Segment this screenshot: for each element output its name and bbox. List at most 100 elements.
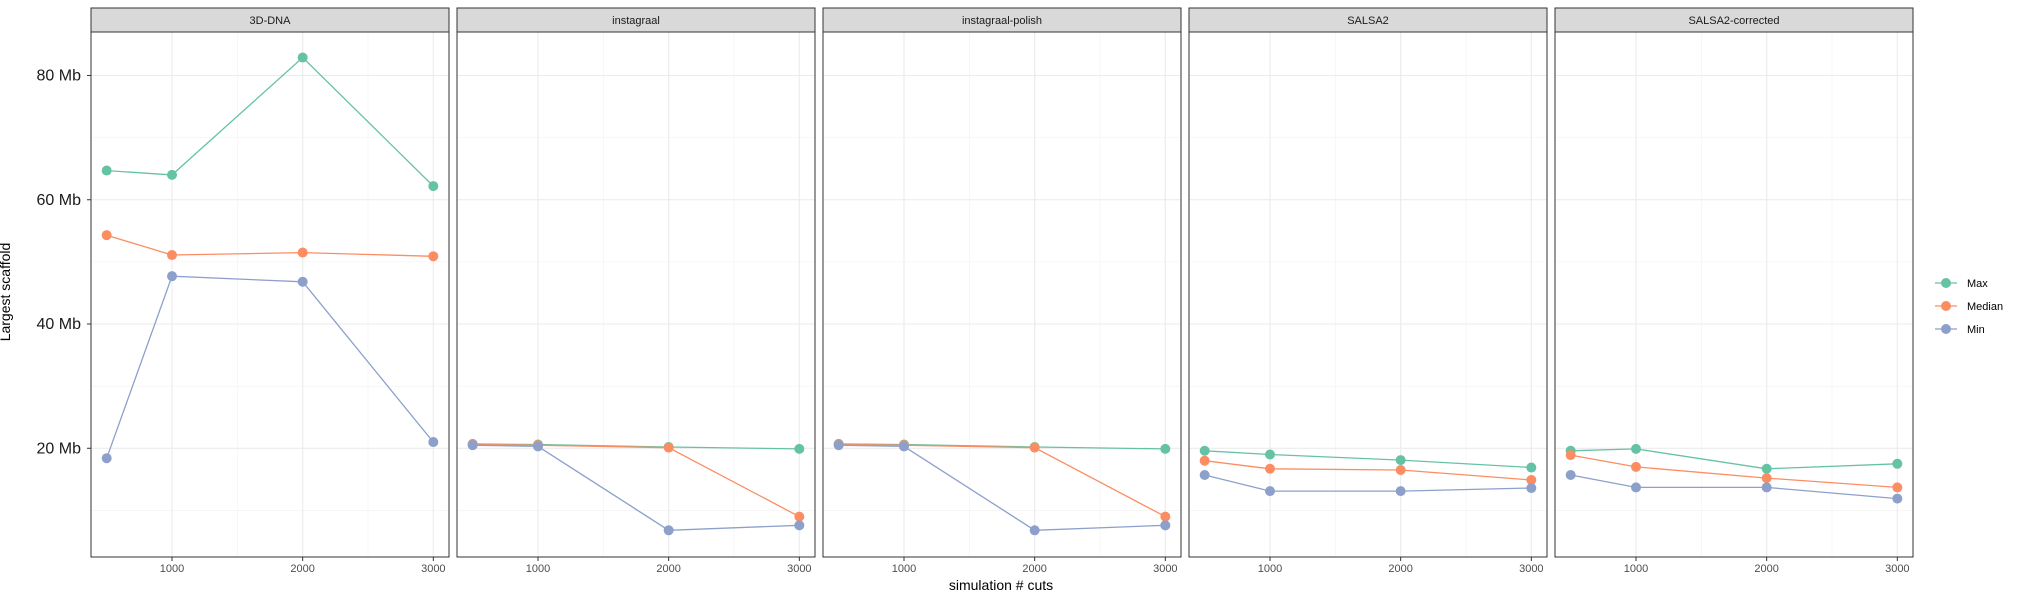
data-point [1631, 482, 1642, 493]
data-point [297, 276, 308, 287]
x-tick-label: 1000 [526, 563, 550, 575]
data-point [1565, 450, 1576, 461]
series-line [106, 275, 434, 459]
series-line [1204, 474, 1532, 492]
x-tick-label: 2000 [656, 563, 680, 575]
x-tick-label: 3000 [1885, 563, 1909, 575]
series-max [1199, 445, 1537, 473]
data-point [794, 511, 805, 522]
panel-border [456, 31, 816, 558]
gridlines [457, 32, 815, 557]
data-point [1199, 469, 1210, 480]
gridlines [91, 32, 449, 557]
series-line [106, 234, 434, 257]
series-median [1565, 450, 1903, 493]
data-point [1160, 520, 1171, 531]
facet-title: SALSA2-corrected [1688, 15, 1779, 27]
series-line [472, 444, 800, 531]
x-tick-label: 2000 [1754, 563, 1778, 575]
data-point [1265, 486, 1276, 497]
data-point [101, 165, 112, 176]
facet-panel: SALSA2 1000 2000 3000 [1188, 7, 1548, 575]
data-point [663, 442, 674, 453]
facet-title: instagraal-polish [962, 15, 1042, 27]
series-min [833, 440, 1171, 536]
legend-key-point [1941, 301, 1951, 311]
series-line [838, 444, 1166, 531]
series-line [472, 443, 800, 518]
x-tick-label: 1000 [160, 563, 184, 575]
facet-panel: instagraal-polish 1000 2000 3000 [822, 7, 1182, 575]
x-tick-label: 2000 [1022, 563, 1046, 575]
data-point [794, 443, 805, 454]
data-point [1029, 442, 1040, 453]
x-tick-label: 1000 [892, 563, 916, 575]
data-point [1526, 483, 1537, 494]
data-point [167, 271, 178, 282]
series-line [106, 56, 434, 187]
x-tick-label: 3000 [421, 563, 445, 575]
panel-border [1554, 31, 1914, 558]
x-tick-label: 1000 [1258, 563, 1282, 575]
data-point [1265, 463, 1276, 474]
data-point [428, 251, 439, 262]
data-point [297, 247, 308, 258]
data-point [1526, 474, 1537, 485]
panel-background [457, 32, 815, 557]
data-point [663, 525, 674, 536]
data-point [1892, 482, 1903, 493]
series-median [1199, 455, 1537, 485]
x-tick-label: 3000 [1153, 563, 1177, 575]
y-axis: 20 Mb 40 Mb 60 Mb 80 Mb [37, 67, 91, 457]
facet-strip [90, 7, 450, 33]
facet-panel: SALSA2-corrected 1000 2000 3000 [1554, 7, 1914, 575]
data-point [794, 520, 805, 531]
data-point [1199, 455, 1210, 466]
legend: Max Median Min [1935, 278, 2003, 336]
series-line [1204, 460, 1532, 481]
data-point [1395, 465, 1406, 476]
data-point [297, 52, 308, 63]
data-point [899, 441, 910, 452]
legend-key-point [1941, 324, 1951, 334]
series-line [1570, 474, 1898, 500]
panel-background [823, 32, 1181, 557]
x-tick-label: 2000 [1388, 563, 1412, 575]
series-min [1565, 469, 1903, 504]
data-point [1631, 461, 1642, 472]
series-median [101, 230, 439, 262]
legend-item-median: Median [1935, 301, 2003, 313]
x-axis-title: simulation # cuts [949, 577, 1053, 593]
facet-panels: 3D-DNA 1000 2000 3000 instagraal 1000 2000 3000… [90, 7, 1914, 575]
facet-title: 3D-DNA [250, 15, 292, 27]
data-point [167, 169, 178, 180]
y-axis-title: Largest scaffold [0, 243, 13, 342]
data-point [1395, 486, 1406, 497]
data-point [1565, 469, 1576, 480]
panel-background [1189, 32, 1547, 557]
data-point [1160, 443, 1171, 454]
data-point [533, 441, 544, 452]
panel-border [90, 31, 450, 558]
data-point [1892, 493, 1903, 504]
facet-strip [1188, 7, 1548, 33]
data-point [1761, 463, 1772, 474]
series-line [1204, 450, 1532, 469]
y-tick-label: 80 Mb [37, 67, 82, 84]
series-line [1570, 448, 1898, 470]
data-point [101, 230, 112, 241]
facet-title: SALSA2 [1347, 15, 1389, 27]
data-point [1029, 525, 1040, 536]
data-point [1761, 482, 1772, 493]
data-point [1160, 511, 1171, 522]
x-tick-label: 1000 [1624, 563, 1648, 575]
gridlines [823, 32, 1181, 557]
data-point [833, 440, 844, 451]
data-point [428, 181, 439, 192]
series-min [101, 271, 439, 464]
panel-background [1555, 32, 1913, 557]
facet-strip [1554, 7, 1914, 33]
panel-border [822, 31, 1182, 558]
legend-key-point [1941, 278, 1951, 288]
